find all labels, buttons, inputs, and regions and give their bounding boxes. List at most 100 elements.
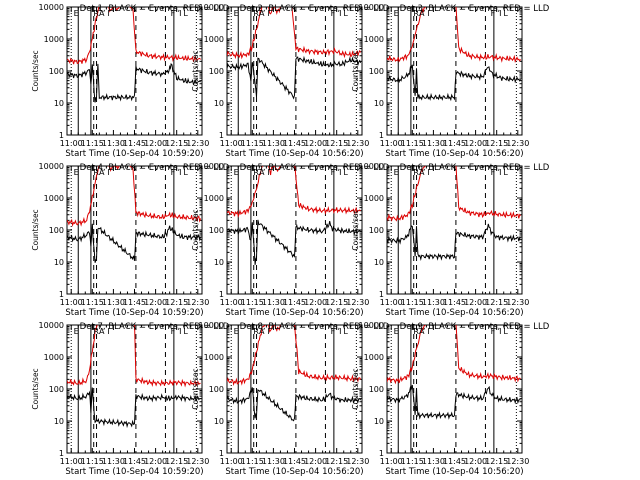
chart-panel: 1 10 100 1000 10000 11:0011:1511:3011:4512:00…: [191, 3, 390, 159]
x-axis-label: Start Time (10-Sep-04 10:56:20): [225, 308, 363, 318]
chart-title: Det 9, BLACK = Events, RED = LLD: [400, 322, 550, 332]
marker-letter: A: [99, 168, 105, 177]
marker-letter: L: [343, 168, 348, 177]
marker-letter: I: [339, 327, 341, 336]
y-tick-label: 1: [59, 449, 64, 458]
x-tick-label: 12:00: [464, 139, 487, 148]
y-tick-label: 1000: [44, 353, 64, 362]
marker-letter: L: [503, 327, 508, 336]
marker-letter: A: [99, 9, 105, 18]
x-tick-label: 11:30: [422, 139, 445, 148]
y-tick-label: 1000: [364, 194, 384, 203]
y-tick-label: 10000: [199, 162, 224, 171]
lld-series-line: [227, 166, 361, 218]
lld-series-line: [227, 325, 362, 387]
lld-series-line: [67, 325, 201, 388]
y-tick-label: 10000: [359, 162, 384, 171]
marker-letter: R: [413, 327, 419, 336]
y-tick-label: 1: [219, 131, 224, 140]
marker-letter: E: [394, 168, 399, 177]
marker-letter: E: [74, 168, 79, 177]
y-tick-label: 1000: [204, 35, 224, 44]
marker-letter: I: [339, 168, 341, 177]
y-tick-label: 10000: [199, 3, 224, 12]
x-axis-label: Start Time (10-Sep-04 10:59:20): [65, 467, 203, 477]
x-tick-label: 11:00: [220, 457, 243, 466]
marker-letter: E: [74, 327, 79, 336]
marker-letter: I: [427, 9, 429, 18]
y-tick-label: 100: [209, 385, 224, 394]
marker-letter: F: [491, 168, 496, 177]
chart-panel: 1 10 100 1000 10000 11:0011:1511:3011:4512:00…: [31, 321, 230, 477]
x-tick-label: 11:45: [283, 298, 306, 307]
marker-letter: I: [499, 327, 501, 336]
marker-letter: E: [74, 9, 79, 18]
x-tick-label: 11:45: [443, 457, 466, 466]
x-tick-label: 12:00: [464, 298, 487, 307]
x-tick-label: 12:15: [325, 298, 348, 307]
x-tick-label: 11:30: [102, 298, 125, 307]
x-tick-label: 11:30: [422, 457, 445, 466]
x-tick-label: 11:15: [401, 139, 424, 148]
marker-letter: R: [93, 327, 99, 336]
x-tick-label: 12:30: [346, 457, 369, 466]
marker-letter: R: [93, 168, 99, 177]
chart-title: Det 4, BLACK = Events, RED = LLD: [80, 163, 230, 173]
x-tick-label: 11:15: [241, 298, 264, 307]
x-tick-label: 11:30: [102, 457, 125, 466]
x-tick-label: 11:00: [60, 457, 83, 466]
y-axis-label: Counts/sec: [191, 209, 200, 250]
marker-letter: E: [234, 327, 239, 336]
y-tick-label: 10: [54, 417, 64, 426]
x-tick-label: 11:00: [220, 139, 243, 148]
x-tick-label: 11:15: [81, 457, 104, 466]
y-tick-label: 10000: [199, 321, 224, 330]
x-tick-label: 11:45: [123, 298, 146, 307]
marker-letter: F: [331, 9, 336, 18]
y-axis-label: Counts/sec: [351, 209, 360, 250]
marker-letter: R: [253, 327, 259, 336]
marker-letter: I: [107, 168, 109, 177]
chart-title: Det 7, BLACK = Events, RED = LLD: [80, 322, 230, 332]
x-tick-label: 12:15: [325, 139, 348, 148]
chart-title: Det 1, BLACK = Events, RED = LLD: [80, 4, 230, 14]
x-tick-label: 12:30: [506, 457, 529, 466]
marker-letter: I: [179, 168, 181, 177]
plot-frame: [386, 165, 523, 295]
y-axis-label: Counts/sec: [191, 368, 200, 409]
x-tick-label: 12:30: [186, 139, 209, 148]
marker-letter: R: [253, 9, 259, 18]
y-tick-label: 10000: [359, 3, 384, 12]
y-tick-label: 10000: [39, 162, 64, 171]
events-series-line: [387, 64, 522, 102]
chart-title: Det 5, BLACK = Events, RED = LLD: [240, 163, 390, 173]
x-tick-label: 12:30: [346, 298, 369, 307]
marker-letter: E: [234, 168, 239, 177]
x-tick-label: 11:45: [283, 457, 306, 466]
x-tick-label: 11:00: [380, 298, 403, 307]
marker-letter: I: [107, 327, 109, 336]
x-tick-label: 11:15: [81, 298, 104, 307]
x-axis-label: Start Time (10-Sep-04 10:56:20): [385, 467, 523, 477]
marker-letter: F: [491, 9, 496, 18]
y-tick-label: 1: [379, 449, 384, 458]
marker-letter: F: [331, 327, 336, 336]
events-series-line: [227, 219, 361, 265]
x-tick-label: 12:30: [346, 139, 369, 148]
marker-letter: R: [413, 9, 419, 18]
y-tick-label: 10: [54, 258, 64, 267]
y-tick-label: 1: [379, 290, 384, 299]
marker-letter: F: [331, 168, 336, 177]
marker-letter: A: [259, 9, 265, 18]
marker-letter: E: [394, 9, 399, 18]
y-tick-label: 100: [209, 67, 224, 76]
y-tick-label: 1: [59, 290, 64, 299]
plot-frame: [386, 6, 523, 136]
x-tick-label: 11:30: [262, 139, 285, 148]
chart-panel: 1 10 100 1000 10000 11:0011:1511:3011:4512:00…: [351, 162, 550, 318]
y-tick-label: 1: [219, 449, 224, 458]
x-tick-label: 11:00: [380, 457, 403, 466]
x-axis-label: Start Time (10-Sep-04 10:59:20): [65, 149, 203, 159]
marker-letter: E: [234, 9, 239, 18]
chart-panel: 1 10 100 1000 10000 11:0011:1511:3011:4512:00…: [351, 3, 550, 159]
